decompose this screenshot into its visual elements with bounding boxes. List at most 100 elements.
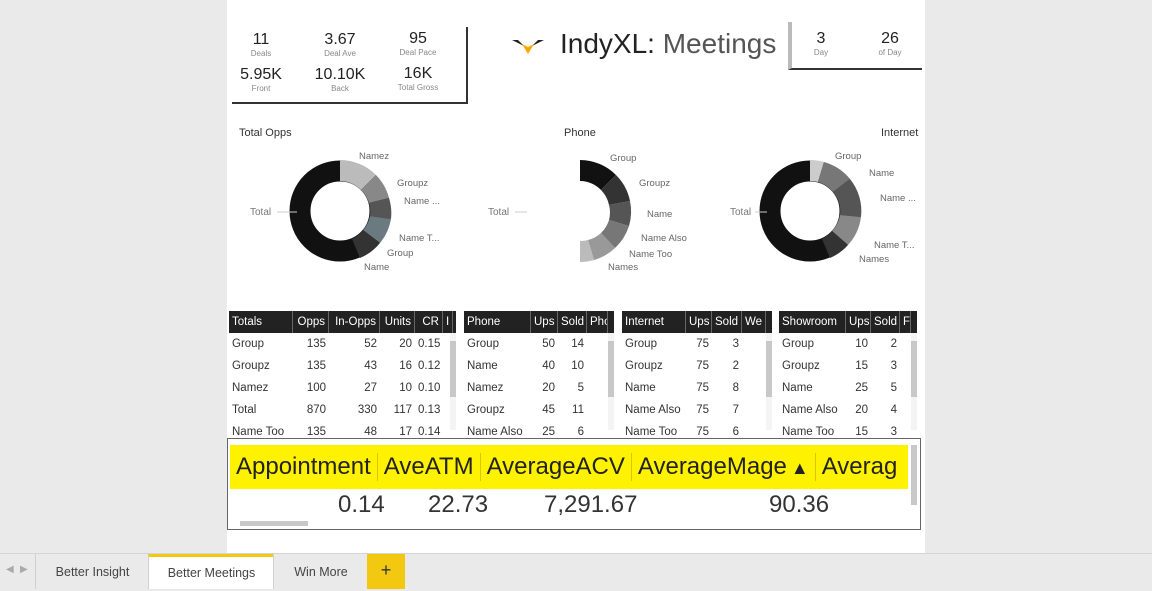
table-scrollbar[interactable]	[911, 333, 917, 430]
averages-table[interactable]: Appointment AveATM AverageACV AverageMag…	[227, 438, 921, 530]
column-header[interactable]: Ups	[531, 311, 558, 333]
column-header[interactable]: Appointment	[230, 453, 378, 481]
table-row[interactable]: Name Too 135 48 17 0.14	[229, 421, 456, 436]
table-row[interactable]: Name 25 5	[779, 377, 917, 399]
donut-segment-name[interactable]	[609, 201, 632, 226]
table-row[interactable]: Groupz 135 43 16 0.12	[229, 355, 456, 377]
donut-segment-group[interactable]	[352, 230, 380, 258]
showroom-table[interactable]: Showroom Ups Sold F Group 10 2 Groupz 15 3 N…	[779, 311, 917, 436]
internet-table[interactable]: Internet Ups Sold We Group 75 3 Groupz 75 2 …	[622, 311, 772, 436]
table-row[interactable]: Name Too 15 3	[779, 421, 917, 436]
donut-segment-namez[interactable]	[340, 160, 376, 190]
donut-chart-phone[interactable]: Total Group Groupz Name Name Also Name T…	[477, 140, 707, 280]
next-page-icon[interactable]: ▶	[20, 564, 28, 575]
totals-table[interactable]: Totals Opps In-Opps Units CR I Group 135 5…	[229, 311, 456, 436]
table-cell: Name Too	[782, 426, 835, 436]
column-header[interactable]: Opps	[293, 311, 329, 333]
table-row[interactable]: Name Also 75 7	[622, 399, 772, 421]
table-row[interactable]: Name Also 20 4	[779, 399, 917, 421]
column-header[interactable]: F	[900, 311, 911, 333]
donut-chart-total-opps[interactable]: Total Namez Groupz Name ... Name T... Gr…	[227, 140, 457, 280]
table-row[interactable]: Group 135 52 20 0.15	[229, 333, 456, 355]
column-header[interactable]: In-Opps	[329, 311, 380, 333]
column-header[interactable]: AveATM	[378, 453, 481, 481]
donut-segment-name-1[interactable]	[833, 179, 862, 217]
donut-segment-name-t[interactable]	[832, 215, 861, 245]
table-row[interactable]: Group 75 3	[622, 333, 772, 355]
column-header[interactable]: Sold	[558, 311, 587, 333]
table-row[interactable]: Total 870 330 117 0.13	[229, 399, 456, 421]
column-header[interactable]: I	[443, 311, 453, 333]
table-row[interactable]: Name Also 25 6	[464, 421, 614, 436]
prev-page-icon[interactable]: ◀	[6, 564, 14, 575]
donut-segment-groupz[interactable]	[361, 175, 389, 203]
column-header[interactable]: Totals	[229, 311, 293, 333]
donut-label: Names	[608, 262, 638, 273]
donut-segment-name-too[interactable]	[588, 233, 615, 260]
donut-segment-group[interactable]	[580, 160, 616, 190]
phone-table[interactable]: Phone Ups Sold Pho Group 50 14 Name 40 10 Na…	[464, 311, 614, 436]
table-cell: 43	[364, 360, 377, 372]
donut-chart-internet[interactable]: Total Group Name Name ... Name T... Name…	[697, 140, 925, 280]
table-cell: 870	[306, 404, 326, 416]
column-header[interactable]: Sold	[871, 311, 900, 333]
column-header[interactable]: Sold	[712, 311, 742, 333]
column-header[interactable]: Averag	[821, 453, 898, 480]
table-row[interactable]: Groupz 75 2	[622, 355, 772, 377]
table-scrollbar[interactable]	[608, 333, 614, 430]
scrollbar-thumb[interactable]	[608, 341, 614, 397]
scrollbar-thumb[interactable]	[766, 341, 772, 397]
table-row[interactable]: Name 75 8	[622, 377, 772, 399]
horizontal-scrollbar[interactable]	[240, 521, 308, 526]
vertical-scrollbar[interactable]	[911, 445, 917, 505]
column-header[interactable]: Ups	[846, 311, 871, 333]
donut-segment-names[interactable]	[580, 240, 594, 262]
scrollbar-thumb[interactable]	[450, 341, 456, 397]
table-row[interactable]: Name Too 75 6	[622, 421, 772, 436]
indyxl-logo-icon	[512, 40, 544, 54]
column-header[interactable]: Ups	[686, 311, 712, 333]
tab-better-meetings[interactable]: Better Meetings	[148, 554, 274, 589]
kpi-value: 95	[409, 30, 427, 47]
table-row[interactable]: Group 10 2	[779, 333, 917, 355]
table-cell: 14	[571, 338, 584, 350]
tab-win-more[interactable]: Win More	[273, 554, 368, 589]
scrollbar-thumb[interactable]	[911, 341, 917, 397]
table-scrollbar[interactable]	[450, 333, 456, 430]
chart-title-total-opps: Total Opps	[239, 127, 292, 139]
sort-arrow-icon[interactable]: ▲	[790, 458, 809, 478]
chart-title-internet: Internet	[881, 127, 919, 139]
column-header[interactable]: Showroom	[779, 311, 846, 333]
donut-segment-group[interactable]	[810, 160, 824, 182]
table-row[interactable]: Groupz 45 11	[464, 399, 614, 421]
table-row[interactable]: Name 40 10	[464, 355, 614, 377]
table-cell: 15	[855, 360, 868, 372]
table-row[interactable]: Group 50 14	[464, 333, 614, 355]
table-scrollbar[interactable]	[766, 333, 772, 430]
column-header[interactable]: Pho	[587, 311, 608, 333]
column-header[interactable]: AverageMage ▲	[632, 453, 816, 481]
donut-segment-name[interactable]	[818, 162, 850, 192]
add-page-button[interactable]: +	[367, 554, 405, 589]
day-card[interactable]: 3 Day 26 of Day	[788, 22, 922, 70]
tab-better-insight[interactable]: Better Insight	[35, 554, 149, 589]
table-cell: Groupz	[232, 360, 270, 372]
donut-segment-name-also[interactable]	[601, 220, 629, 248]
table-cell: Name	[625, 382, 656, 394]
table-row[interactable]: Namez 20 5	[464, 377, 614, 399]
donut-segment-names[interactable]	[822, 231, 848, 258]
donut-segment-name-1[interactable]	[369, 198, 392, 219]
column-header[interactable]: Phone	[464, 311, 531, 333]
table-row[interactable]: Namez 100 27 10 0.10	[229, 377, 456, 399]
table-row[interactable]: Groupz 15 3	[779, 355, 917, 377]
table-cell: Total	[232, 404, 257, 416]
column-header[interactable]: We	[742, 311, 766, 333]
column-header[interactable]: AverageACV	[481, 453, 632, 481]
donut-segment-groupz[interactable]	[601, 175, 630, 205]
column-header[interactable]: Units	[380, 311, 415, 333]
donut-segment-name-t[interactable]	[363, 216, 391, 243]
kpi-card[interactable]: 11 Deals 3.67 Deal Ave 95 Deal Pace 5.95K Fr…	[232, 27, 468, 104]
column-header[interactable]: CR	[415, 311, 443, 333]
table-cell: 20	[855, 404, 868, 416]
column-header[interactable]: Internet	[622, 311, 686, 333]
